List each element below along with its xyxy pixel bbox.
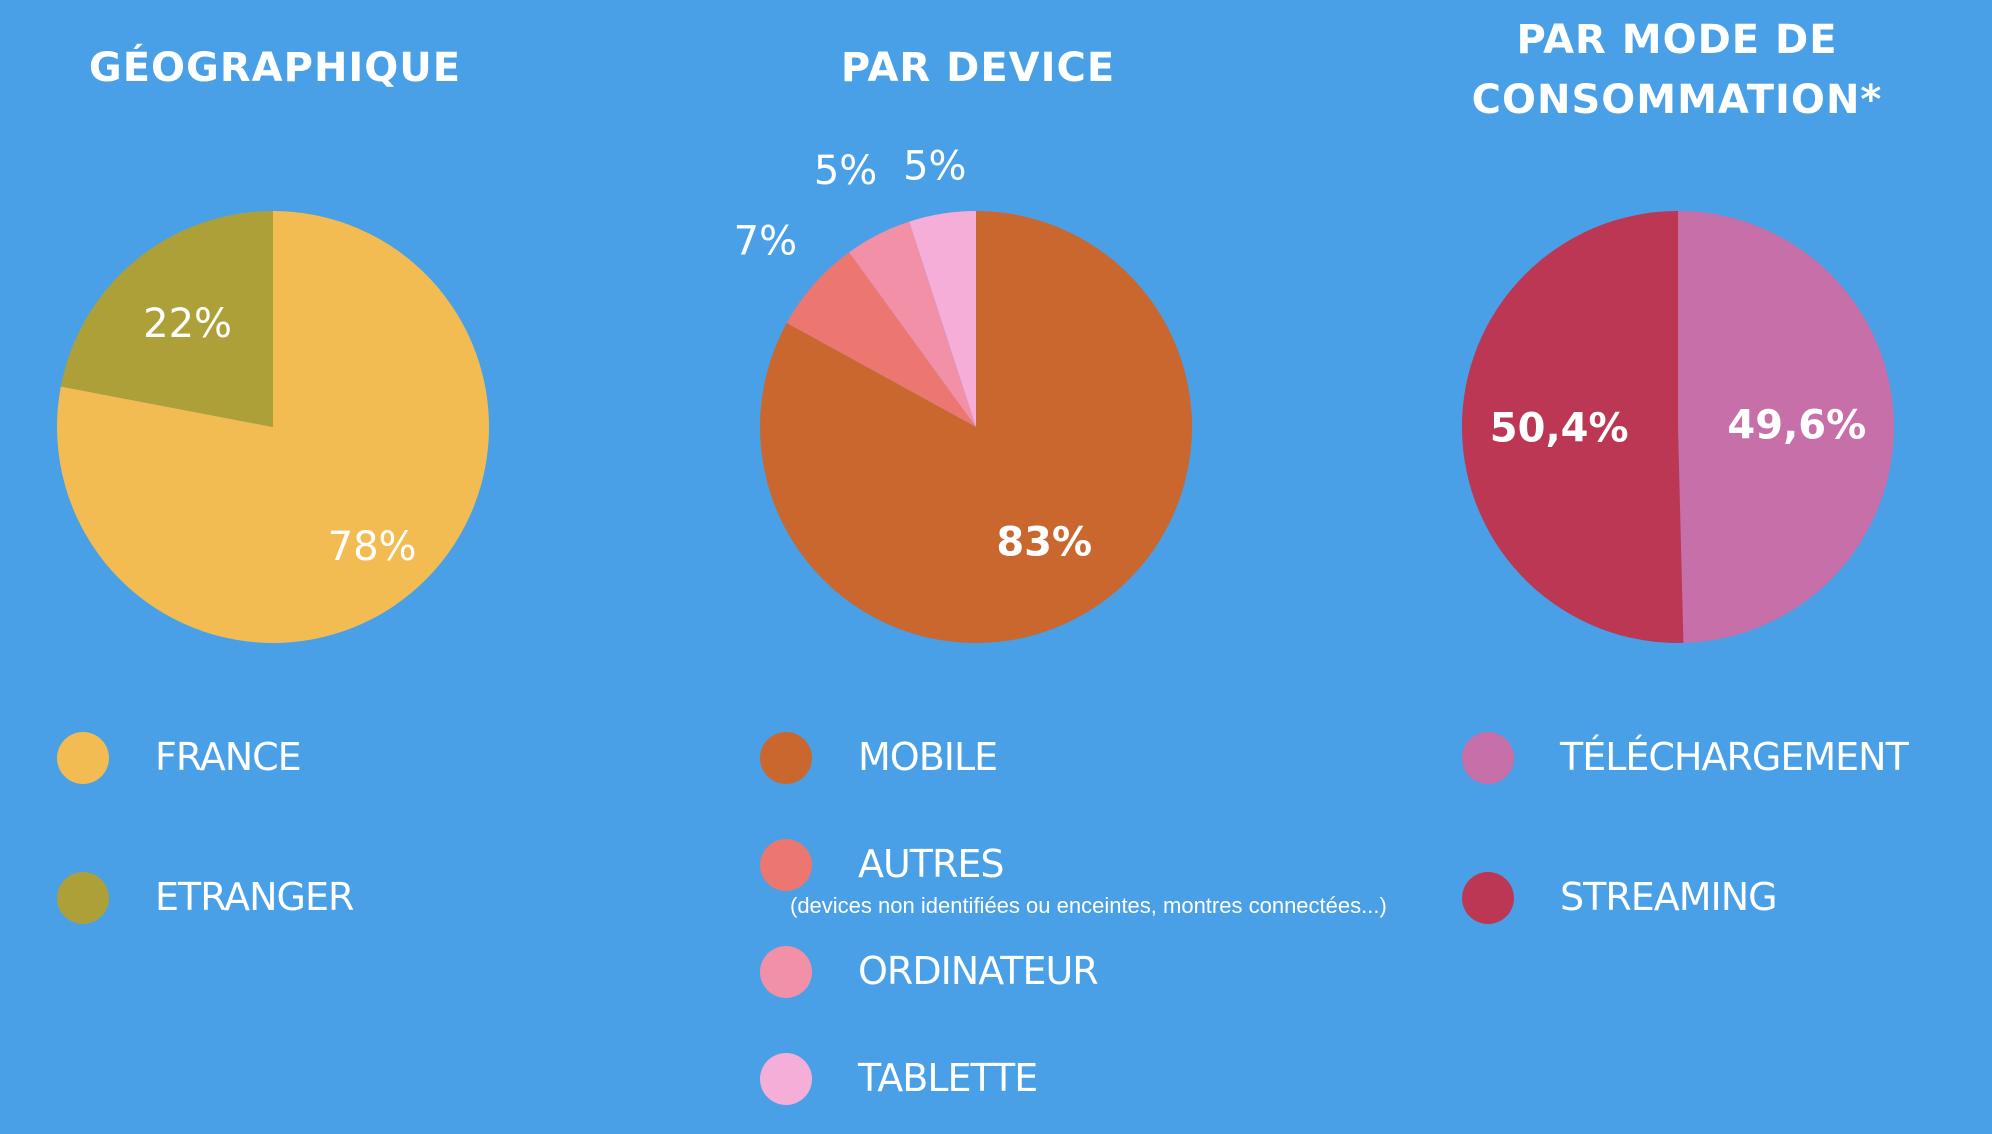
legend-swatch-streaming	[1462, 872, 1514, 924]
legend-swatch-autres	[760, 839, 812, 891]
slice-label-autres: 7%	[734, 218, 797, 264]
legend-label-etranger: ETRANGER	[155, 875, 354, 919]
pie-slice-telechargement	[1678, 211, 1894, 643]
pie-chart-mode-consommation: 49,6% 50,4%	[1461, 211, 1894, 643]
slice-label-mobile: 83%	[996, 519, 1092, 565]
pie-slice-mobile	[760, 211, 1193, 643]
pie-slice-france	[57, 211, 490, 643]
chart-title-geographique: GÉOGRAPHIQUE	[88, 45, 462, 91]
legend-label-ordinateur: ORDINATEUR	[858, 949, 1099, 993]
pie-chart-geographique: 78% 22%	[57, 211, 490, 643]
legend-swatch-telechargement	[1462, 732, 1514, 784]
legend-label-autres: AUTRES	[858, 842, 1005, 886]
pie-chart-par-device: 83% 7% 5% 5%	[734, 144, 1193, 643]
legend-label-france: FRANCE	[155, 735, 302, 779]
pie-slice-etranger	[60, 211, 273, 427]
slice-label-streaming: 50,4%	[1490, 406, 1629, 452]
slice-label-france: 78%	[328, 524, 417, 570]
legend-swatch-tablette	[760, 1053, 812, 1105]
pie-slice-autres	[786, 252, 976, 427]
slice-label-telechargement: 49,6%	[1727, 403, 1866, 449]
chart-title-mode-consommation: PAR MODE DE CONSOMMATION*	[1471, 17, 1883, 123]
slice-label-tablette: 5%	[903, 144, 966, 190]
legend-label-streaming: STREAMING	[1560, 875, 1778, 919]
legend-label-mobile: MOBILE	[858, 735, 998, 779]
slice-label-etranger: 22%	[143, 301, 232, 347]
legend-note-autres: (devices non identifiées ou enceintes, m…	[790, 893, 1387, 918]
pie-slice-ordinateur	[849, 221, 976, 427]
pie-slice-tablette	[909, 211, 976, 427]
pie-slice-streaming	[1461, 211, 1684, 643]
legend-label-telechargement: TÉLÉCHARGEMENT	[1560, 735, 1909, 779]
legend-swatch-ordinateur	[760, 946, 812, 998]
legend-swatch-mobile	[760, 732, 812, 784]
legend-swatch-france	[57, 732, 109, 784]
legend-label-tablette: TABLETTE	[858, 1056, 1038, 1100]
chart-title-par-device: PAR DEVICE	[840, 45, 1116, 91]
slice-label-ordinateur: 5%	[814, 148, 877, 194]
legend-swatch-etranger	[57, 872, 109, 924]
